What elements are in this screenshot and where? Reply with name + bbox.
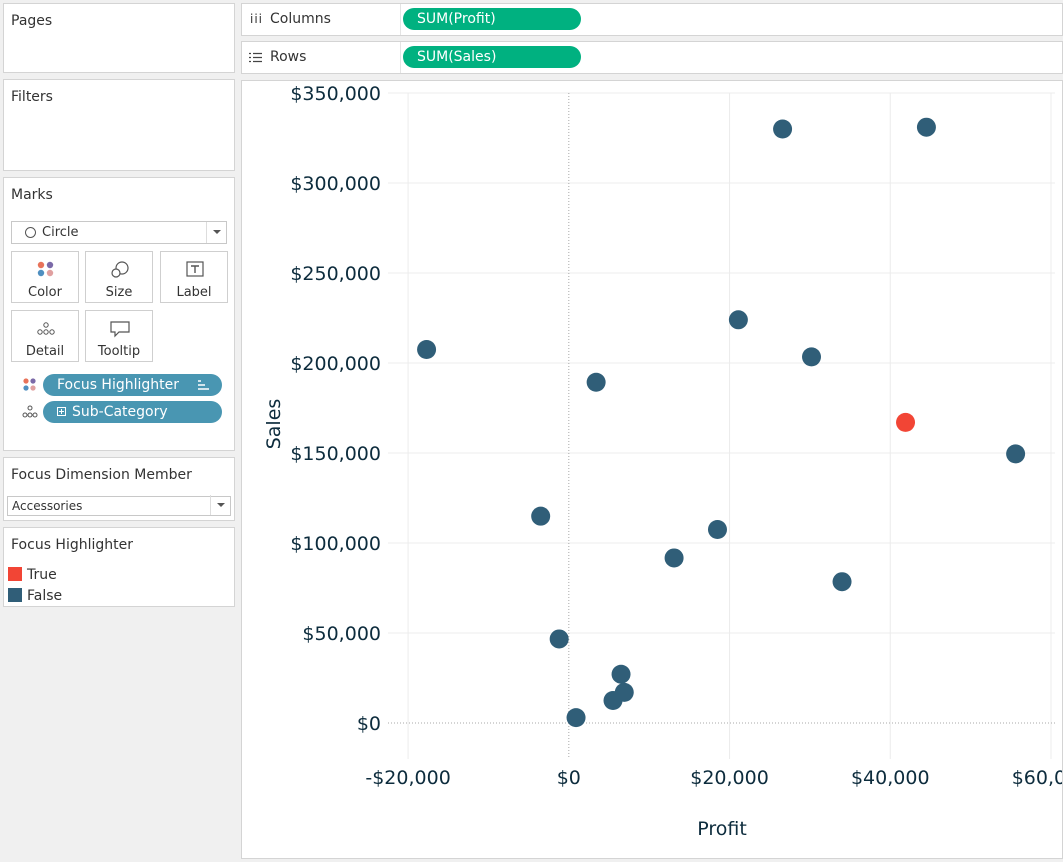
data-point[interactable] — [531, 506, 551, 526]
sub-category-pill[interactable]: Sub-Category — [43, 401, 222, 423]
sum-profit-pill[interactable]: SUM(Profit) — [403, 8, 581, 30]
tooltip-icon — [110, 321, 130, 338]
chart-view: $0 $50,000 $100,000 $150,000 $200,000 $250,00… — [241, 80, 1063, 859]
y-tick-label: $150,000 — [290, 443, 381, 465]
x-axis-title: Profit — [697, 818, 747, 840]
data-point[interactable] — [417, 340, 437, 359]
data-point[interactable] — [611, 664, 631, 684]
y-tick-label: $100,000 — [290, 533, 381, 555]
pages-card[interactable]: Pages — [3, 3, 235, 73]
label-label: Label — [176, 285, 212, 300]
legend-swatch-true — [8, 567, 22, 581]
focus-dimension-dropdown[interactable]: Accessories — [7, 495, 231, 516]
data-point[interactable] — [603, 691, 623, 710]
y-tick-label: $200,000 — [290, 353, 381, 375]
rows-icon — [249, 52, 262, 63]
data-point[interactable] — [707, 520, 727, 539]
parameter-title: Focus Dimension Member — [11, 467, 192, 483]
data-point[interactable] — [728, 310, 748, 330]
label-button[interactable]: Label — [160, 251, 228, 303]
chevron-down-icon — [206, 222, 226, 243]
legend-label-true: True — [27, 567, 57, 583]
sub-category-pill-label: Sub-Category — [72, 404, 168, 420]
x-tick-label: $20,000 — [690, 767, 769, 789]
x-tick-label: $0 — [557, 767, 581, 789]
columns-shelf[interactable]: iii Columns SUM(Profit) — [241, 3, 1063, 36]
focus-highlighter-pill-label: Focus Highlighter — [57, 377, 180, 393]
data-point[interactable] — [549, 629, 569, 649]
y-tick-label: $0 — [357, 713, 381, 735]
focus-highlighter-pill[interactable]: Focus Highlighter — [43, 374, 222, 396]
legend-item-false[interactable]: False — [8, 588, 62, 604]
columns-icon: iii — [250, 12, 264, 26]
filters-title: Filters — [11, 89, 53, 105]
x-tick-label: -$20,000 — [365, 767, 450, 789]
filters-card[interactable]: Filters — [3, 79, 235, 171]
mark-type-dropdown[interactable]: Circle — [11, 221, 227, 244]
sum-sales-pill-label: SUM(Sales) — [417, 49, 497, 65]
detail-icon — [37, 322, 55, 335]
circle-icon — [25, 227, 36, 238]
y-tick-label: $50,000 — [302, 623, 381, 645]
rows-label: Rows — [270, 49, 307, 65]
shelf-divider — [400, 42, 401, 73]
legend-item-true[interactable]: True — [8, 567, 57, 583]
columns-label: Columns — [270, 11, 331, 27]
data-point[interactable] — [586, 372, 606, 392]
pages-title: Pages — [11, 13, 53, 29]
color-icon — [37, 261, 54, 277]
size-label: Size — [105, 285, 133, 300]
focus-dimension-value: Accessories — [12, 499, 83, 513]
color-label: Color — [28, 285, 62, 300]
detail-label: Detail — [25, 344, 65, 359]
data-point[interactable] — [566, 708, 586, 728]
data-point[interactable] — [773, 119, 793, 139]
y-tick-label: $250,000 — [290, 263, 381, 285]
data-point-highlighted[interactable] — [896, 412, 916, 432]
rows-shelf[interactable]: Rows SUM(Sales) — [241, 41, 1063, 74]
tooltip-label: Tooltip — [97, 344, 141, 359]
color-button[interactable]: Color — [11, 251, 79, 303]
legend-swatch-false — [8, 588, 22, 602]
legend-card: Focus Highlighter True False — [3, 527, 235, 607]
legend-title: Focus Highlighter — [11, 537, 134, 553]
expand-plus-icon — [57, 407, 66, 416]
x-tick-label: $40,000 — [851, 767, 930, 789]
color-field-icon — [23, 378, 36, 391]
size-button[interactable]: Size — [85, 251, 153, 303]
scatter-chart: $0 $50,000 $100,000 $150,000 $200,000 $250,00… — [263, 83, 1062, 840]
detail-field-icon — [22, 405, 38, 418]
detail-button[interactable]: Detail — [11, 310, 79, 362]
chevron-down-icon — [210, 495, 230, 515]
size-icon — [111, 261, 129, 278]
label-icon — [186, 261, 204, 277]
x-tick-label: $60,000 — [1012, 767, 1062, 789]
data-point[interactable] — [832, 572, 852, 592]
y-axis-title: Sales — [263, 399, 285, 450]
marks-card: Marks Circle Color Size Label — [3, 177, 235, 451]
sum-sales-pill[interactable]: SUM(Sales) — [403, 46, 581, 68]
data-point[interactable] — [916, 117, 936, 137]
marks-title: Marks — [11, 187, 53, 203]
data-point[interactable] — [1006, 444, 1026, 464]
data-point[interactable] — [664, 548, 684, 568]
shelf-divider — [400, 4, 401, 35]
mark-type-label: Circle — [42, 225, 79, 240]
sort-icon — [198, 380, 209, 390]
sum-profit-pill-label: SUM(Profit) — [417, 11, 496, 27]
parameter-card: Focus Dimension Member Accessories — [3, 457, 235, 521]
y-tick-label: $350,000 — [290, 83, 381, 105]
legend-label-false: False — [27, 588, 63, 604]
y-tick-label: $300,000 — [290, 173, 381, 195]
tooltip-button[interactable]: Tooltip — [85, 310, 153, 362]
data-point[interactable] — [802, 347, 822, 367]
